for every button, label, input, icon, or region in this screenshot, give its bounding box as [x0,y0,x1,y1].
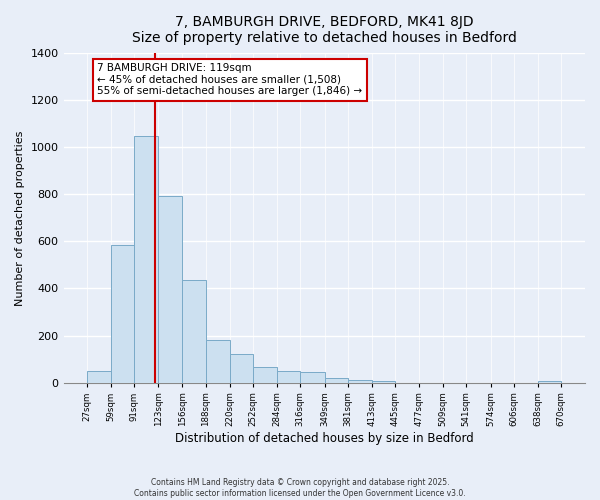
Y-axis label: Number of detached properties: Number of detached properties [15,130,25,306]
Bar [87,371,111,382]
Text: Contains HM Land Registry data © Crown copyright and database right 2025.
Contai: Contains HM Land Registry data © Crown c… [134,478,466,498]
Bar [325,378,348,382]
Bar [134,136,158,382]
Bar [348,380,372,382]
Bar [253,368,277,382]
Title: 7, BAMBURGH DRIVE, BEDFORD, MK41 8JD
Size of property relative to detached house: 7, BAMBURGH DRIVE, BEDFORD, MK41 8JD Siz… [132,15,517,45]
Bar [111,245,134,382]
Bar [301,372,325,382]
X-axis label: Distribution of detached houses by size in Bedford: Distribution of detached houses by size … [175,432,473,445]
Bar [182,280,206,382]
Bar [206,340,230,382]
Bar [230,354,253,382]
Bar [158,196,182,382]
Bar [277,371,301,382]
Text: 7 BAMBURGH DRIVE: 119sqm
← 45% of detached houses are smaller (1,508)
55% of sem: 7 BAMBURGH DRIVE: 119sqm ← 45% of detach… [97,63,362,96]
